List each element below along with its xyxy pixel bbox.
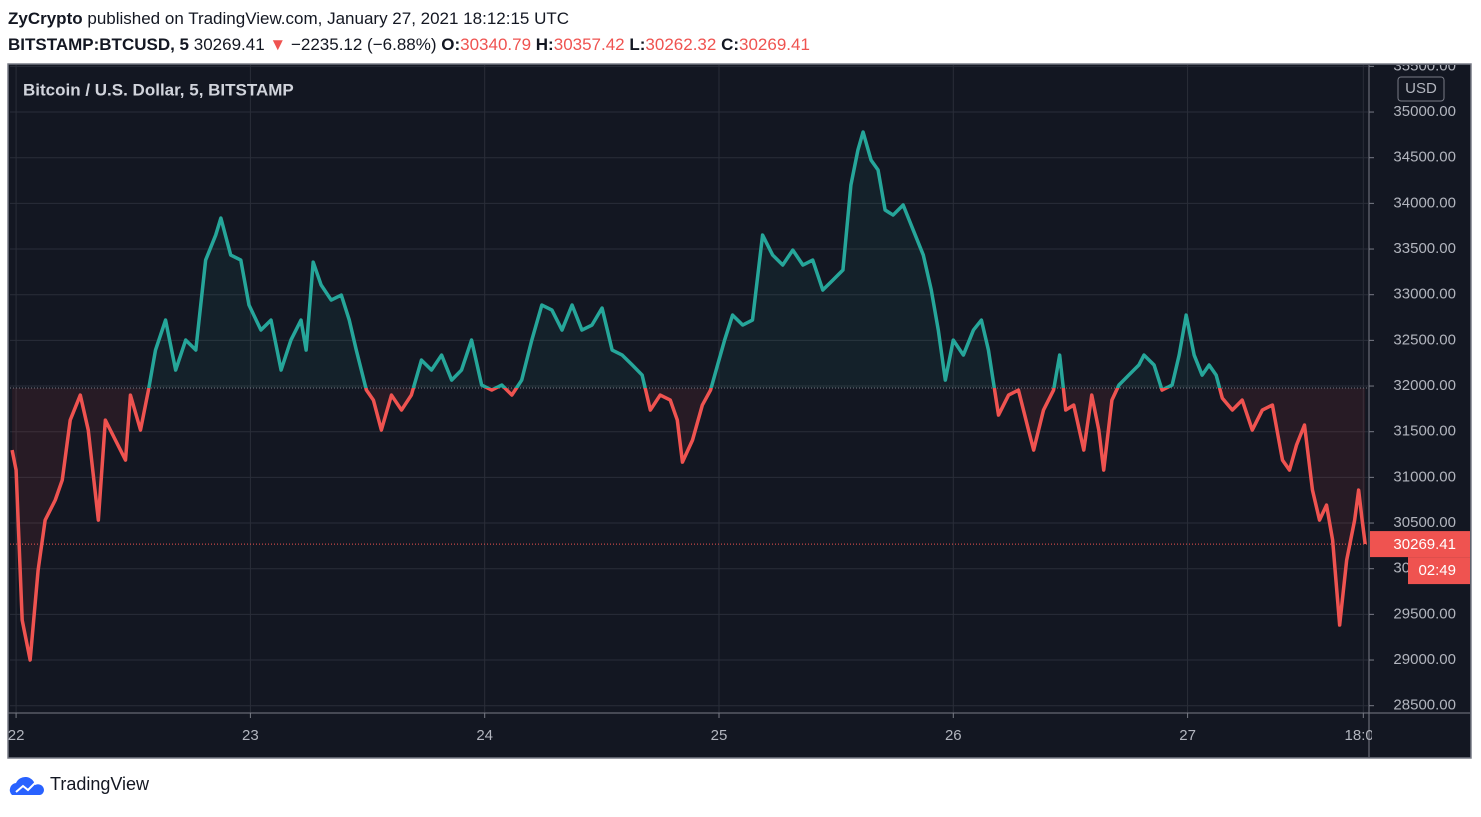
y-tick-label: 28500.00 bbox=[1393, 697, 1456, 714]
y-unit[interactable]: USD bbox=[1405, 80, 1437, 97]
down-arrow: ▼ bbox=[269, 35, 286, 54]
last-price-tag bbox=[1370, 531, 1470, 558]
y-tick-label: 35500.00 bbox=[1393, 57, 1456, 74]
y-tick-label: 35000.00 bbox=[1393, 103, 1456, 120]
footer-brand[interactable]: TradingView bbox=[50, 774, 150, 794]
ohlc-label: C: bbox=[721, 35, 739, 54]
author: ZyCrypto bbox=[8, 9, 83, 28]
last-price: 30269.41 bbox=[194, 35, 265, 54]
series bbox=[10, 130, 1368, 662]
logo-cloud bbox=[9, 776, 45, 795]
x-tick-label: 25 bbox=[711, 727, 728, 744]
header-line-1: ZyCrypto published on TradingView.com, J… bbox=[8, 9, 569, 28]
y-tick-label: 32000.00 bbox=[1393, 377, 1456, 394]
area-below bbox=[12, 388, 1366, 661]
last-price-label: 30269.41 bbox=[1393, 536, 1456, 553]
unit-box bbox=[1397, 76, 1445, 102]
change: −2235.12 (−6.88%) bbox=[291, 35, 437, 54]
chart-panel bbox=[7, 63, 1472, 759]
ohlc-value: 30357.42 bbox=[554, 35, 625, 54]
y-tick-label: 34000.00 bbox=[1393, 194, 1456, 211]
header-line-2: BITSTAMP:BTCUSD, 5 30269.41 ▼ −2235.12 (… bbox=[8, 35, 810, 54]
x-tick-label: 27 bbox=[1179, 727, 1196, 744]
tradingview-logo bbox=[9, 776, 45, 795]
ohlc-label: L: bbox=[629, 35, 645, 54]
chart-title: Bitcoin / U.S. Dollar, 5, BITSTAMP bbox=[23, 80, 294, 99]
x-tick-label: 18:00 bbox=[1345, 727, 1383, 744]
y-tick-label: 31000.00 bbox=[1393, 468, 1456, 485]
y-tick-label: 32500.00 bbox=[1393, 331, 1456, 348]
line-above bbox=[147, 130, 1222, 389]
countdown-label: 02:49 bbox=[1418, 562, 1456, 579]
grid bbox=[10, 65, 1368, 713]
y-tick-label: 34500.00 bbox=[1393, 149, 1456, 166]
x-tick-label: 24 bbox=[476, 727, 493, 744]
y-tick-label: 29500.00 bbox=[1393, 605, 1456, 622]
y-tick-label: 33000.00 bbox=[1393, 286, 1456, 303]
ohlc-label: H: bbox=[536, 35, 554, 54]
price-tag: 30269.41 02:49 bbox=[1370, 531, 1470, 585]
ohlc-value: 30269.41 bbox=[739, 35, 810, 54]
y-tick-label: 29000.00 bbox=[1393, 651, 1456, 668]
countdown-tag bbox=[1408, 557, 1470, 585]
y-tick-label: 30500.00 bbox=[1393, 514, 1456, 531]
x-tick-label: 26 bbox=[945, 727, 962, 744]
y-tick-label: 31500.00 bbox=[1393, 423, 1456, 440]
ohlc-value: 30262.32 bbox=[645, 35, 716, 54]
symbol: BITSTAMP:BTCUSD, 5 bbox=[8, 35, 189, 54]
y-tick-label: 33500.00 bbox=[1393, 240, 1456, 257]
plot-area bbox=[10, 130, 1368, 662]
time-axis: 22 23 24 25 26 27 18:00 bbox=[8, 713, 1383, 744]
x-tick-label: 22 bbox=[8, 727, 25, 744]
published: published on TradingView.com, January 27… bbox=[87, 9, 569, 28]
x-tick-label: 23 bbox=[242, 727, 259, 744]
ohlc-label: O: bbox=[441, 35, 460, 54]
ohlc-value: 30340.79 bbox=[460, 35, 531, 54]
logo-line bbox=[15, 781, 37, 793]
